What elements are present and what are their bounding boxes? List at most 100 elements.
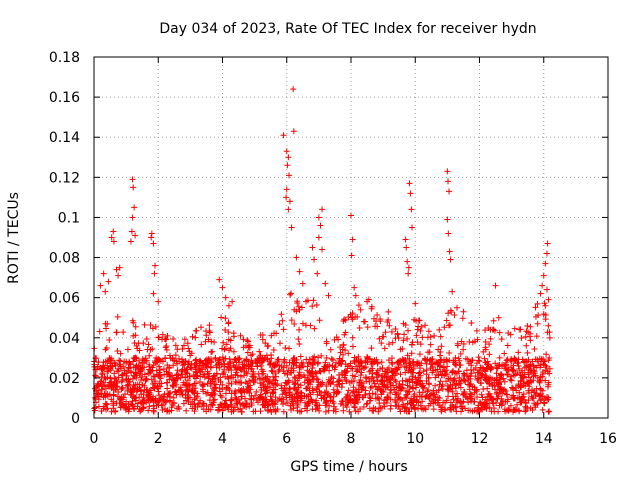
data-point	[490, 395, 497, 402]
data-point	[395, 390, 402, 397]
data-point	[507, 402, 514, 409]
data-point	[183, 407, 190, 414]
data-point	[356, 325, 363, 332]
data-point	[164, 332, 171, 339]
data-point	[449, 369, 456, 376]
data-point	[509, 367, 516, 374]
data-point	[182, 374, 189, 381]
data-point	[295, 303, 302, 310]
data-point	[442, 371, 449, 378]
data-point	[255, 357, 262, 364]
data-point	[311, 256, 318, 263]
data-point	[374, 378, 381, 385]
data-point	[311, 358, 318, 365]
data-point	[492, 386, 499, 393]
data-point	[117, 350, 124, 357]
data-point	[113, 329, 120, 336]
data-point	[273, 330, 280, 337]
data-point	[115, 272, 122, 279]
data-point	[432, 382, 439, 389]
data-point	[218, 393, 225, 400]
data-point	[148, 230, 155, 237]
data-point	[321, 363, 328, 370]
data-point	[392, 403, 399, 410]
data-point	[526, 363, 533, 370]
data-point	[317, 368, 324, 375]
data-point	[422, 322, 429, 329]
data-point	[402, 369, 409, 376]
data-point	[321, 366, 328, 373]
data-point	[357, 372, 364, 379]
data-point	[95, 387, 102, 394]
data-point	[505, 366, 512, 373]
data-point	[262, 396, 269, 403]
data-point	[375, 408, 382, 415]
data-point	[170, 399, 177, 406]
data-point	[430, 387, 437, 394]
data-point	[222, 355, 229, 362]
data-point	[546, 355, 553, 362]
data-point	[102, 393, 109, 400]
data-point	[294, 388, 301, 395]
data-point	[104, 405, 111, 412]
data-point	[299, 320, 306, 327]
data-point	[266, 379, 273, 386]
data-point	[102, 288, 109, 295]
data-point	[288, 224, 295, 231]
data-point	[262, 374, 269, 381]
data-point	[496, 402, 503, 409]
data-point	[230, 348, 237, 355]
data-point	[445, 310, 452, 317]
data-point	[286, 198, 293, 205]
data-point	[372, 395, 379, 402]
data-point	[529, 358, 536, 365]
data-point	[309, 244, 316, 251]
data-point	[487, 366, 494, 373]
data-point	[500, 375, 507, 382]
data-point	[118, 386, 125, 393]
data-point	[335, 371, 342, 378]
data-point	[235, 406, 242, 413]
data-point	[108, 383, 115, 390]
data-point	[221, 346, 228, 353]
data-point	[438, 356, 445, 363]
data-point	[283, 194, 290, 201]
data-point	[362, 359, 369, 366]
data-point	[205, 375, 212, 382]
data-point	[397, 346, 404, 353]
data-point	[106, 337, 113, 344]
data-point	[224, 363, 231, 370]
data-point	[313, 375, 320, 382]
data-point	[304, 376, 311, 383]
data-point	[345, 350, 352, 357]
chart-title: Day 034 of 2023, Rate Of TEC Index for r…	[159, 21, 536, 37]
data-point	[389, 339, 396, 346]
x-tick-label: 6	[282, 431, 291, 447]
data-point	[284, 369, 291, 376]
data-point	[138, 377, 145, 384]
data-point	[522, 333, 529, 340]
data-point	[272, 363, 279, 370]
data-point	[542, 316, 549, 323]
data-point	[225, 302, 232, 309]
data-point	[129, 176, 136, 183]
data-point	[127, 238, 134, 245]
data-point	[545, 381, 552, 388]
data-point	[387, 389, 394, 396]
data-point	[491, 382, 498, 389]
data-point	[342, 394, 349, 401]
data-point	[427, 341, 434, 348]
data-point	[132, 354, 139, 361]
data-point	[124, 382, 131, 389]
data-point	[289, 378, 296, 385]
data-point	[164, 379, 171, 386]
y-axis-label: ROTI / TECUs	[6, 192, 22, 284]
data-point	[404, 400, 411, 407]
data-point	[257, 395, 264, 402]
data-point	[183, 387, 190, 394]
data-point	[288, 290, 295, 297]
data-point	[332, 363, 339, 370]
data-point	[225, 319, 232, 326]
data-point	[110, 391, 117, 398]
data-point	[463, 367, 470, 374]
